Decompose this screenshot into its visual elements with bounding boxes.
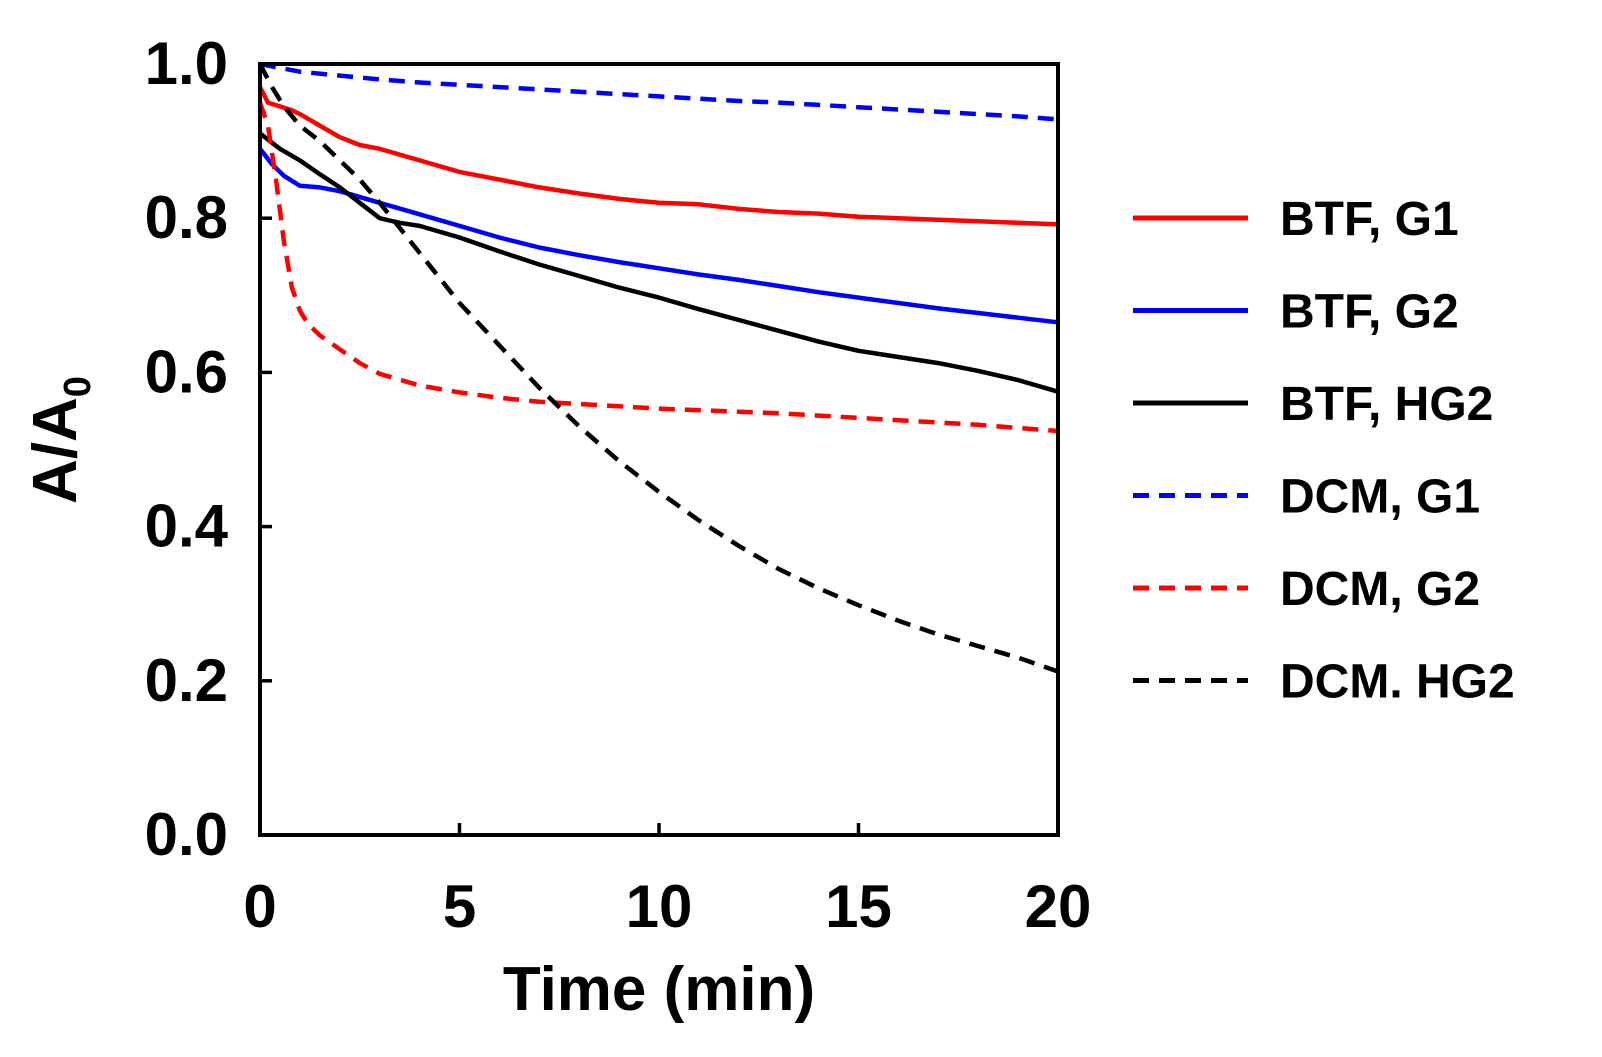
y-axis-title: A/A0 bbox=[21, 376, 99, 504]
plot-frame bbox=[258, 62, 1060, 837]
x-tick-label: 10 bbox=[626, 873, 693, 940]
plot-area bbox=[257, 61, 1059, 674]
legend: BTF, G1 BTF, G2 BTF, HG2 DCM, G1 DCM, G2 DCM.… bbox=[1133, 193, 1515, 709]
y-axis-title-main: A/A bbox=[21, 397, 90, 504]
x-tick-label: 20 bbox=[1025, 873, 1092, 940]
x-tick-label: 15 bbox=[825, 873, 892, 940]
axis-ticks bbox=[258, 62, 1060, 837]
x-tick-label: 0 bbox=[243, 873, 276, 940]
legend-label-3: BTF, HG2 bbox=[1280, 378, 1493, 431]
y-tick-label: 1.0 bbox=[145, 30, 228, 97]
y-tick-label: 0.4 bbox=[145, 493, 229, 560]
series-line-3 bbox=[258, 131, 1059, 394]
y-tick-label: 0.0 bbox=[145, 801, 228, 868]
x-tick-label: 5 bbox=[443, 873, 476, 940]
y-tick-labels: 0.0 0.2 0.4 0.6 0.8 1.0 bbox=[145, 30, 229, 868]
series-line-2 bbox=[258, 147, 1059, 325]
series-line-4 bbox=[259, 61, 1059, 122]
legend-label-1: BTF, G1 bbox=[1280, 193, 1459, 246]
y-axis-title-subscript: 0 bbox=[57, 376, 99, 397]
legend-label-5: DCM, G2 bbox=[1280, 563, 1480, 616]
series-line-6 bbox=[258, 62, 1059, 674]
y-tick-label: 0.2 bbox=[145, 647, 228, 714]
legend-label-6: DCM. HG2 bbox=[1280, 656, 1515, 709]
series-line-1 bbox=[258, 86, 1059, 227]
y-tick-label: 0.6 bbox=[145, 338, 228, 405]
y-tick-label: 0.8 bbox=[145, 184, 228, 251]
legend-label-4: DCM, G1 bbox=[1280, 471, 1480, 524]
legend-label-2: BTF, G2 bbox=[1280, 286, 1459, 339]
series-line-5 bbox=[257, 101, 1059, 434]
x-axis-title: Time (min) bbox=[503, 955, 815, 1024]
x-tick-labels: 0 5 10 15 20 bbox=[243, 873, 1091, 940]
